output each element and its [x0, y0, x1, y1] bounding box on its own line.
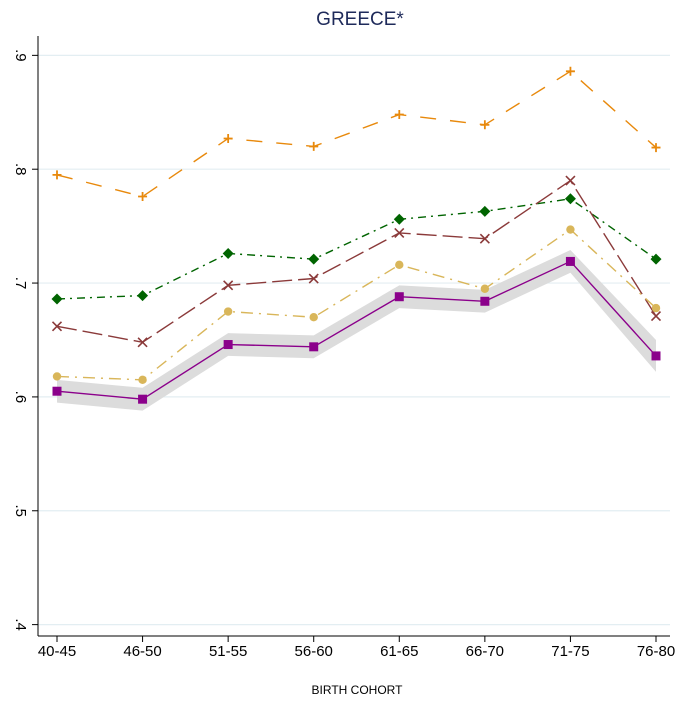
series-line: [56, 179, 657, 344]
marker: [479, 233, 490, 244]
marker: [565, 256, 575, 266]
series-line: [56, 260, 657, 400]
x-tick-label: 46-50: [123, 643, 161, 660]
x-tick-label: 51-55: [209, 643, 247, 660]
marker: [393, 213, 405, 225]
marker: [395, 260, 404, 270]
series-line: [56, 198, 657, 300]
marker: [223, 307, 233, 316]
series-line: [56, 228, 657, 381]
x-tick-label: 61-65: [380, 643, 418, 660]
marker: [651, 351, 661, 361]
marker: [52, 386, 62, 396]
marker: [308, 253, 320, 265]
confidence-band: [57, 250, 656, 411]
marker: [223, 340, 233, 350]
marker: [564, 193, 576, 205]
marker: [222, 247, 234, 259]
y-tick-label: .7: [12, 277, 29, 290]
marker: [394, 227, 405, 239]
marker: [138, 192, 148, 202]
marker: [223, 280, 234, 291]
marker: [480, 120, 490, 130]
marker: [651, 143, 661, 153]
marker: [308, 273, 319, 284]
marker: [480, 284, 490, 293]
marker: [309, 313, 318, 322]
series-line: [56, 70, 657, 198]
y-tick-label: .5: [12, 505, 29, 518]
marker: [51, 293, 63, 305]
marker: [138, 394, 148, 404]
marker: [650, 253, 662, 265]
x-tick-label: 40-45: [38, 643, 76, 660]
y-tick-label: .4: [12, 618, 29, 631]
marker: [137, 337, 148, 348]
marker: [52, 372, 62, 381]
x-axis-label: BIRTH COHORT: [312, 683, 404, 697]
x-tick-label: 76-80: [637, 643, 675, 660]
x-tick-label: 56-60: [295, 643, 333, 660]
marker: [394, 110, 404, 120]
y-tick-label: .6: [12, 391, 29, 404]
marker: [394, 292, 404, 302]
marker: [479, 205, 491, 217]
y-tick-label: .9: [12, 49, 29, 62]
y-tick-label: .8: [12, 163, 29, 176]
marker: [650, 311, 662, 322]
marker: [309, 342, 319, 352]
marker: [566, 225, 575, 234]
marker: [651, 303, 661, 313]
marker: [137, 290, 149, 302]
marker: [480, 296, 490, 306]
marker: [52, 170, 62, 180]
marker: [223, 133, 233, 143]
chart-title: GREECE*: [316, 9, 404, 30]
marker: [565, 175, 576, 186]
x-tick-label: 66-70: [466, 643, 504, 660]
marker: [565, 66, 575, 76]
marker: [51, 321, 63, 332]
x-tick-label: 71-75: [551, 643, 589, 660]
marker: [138, 375, 147, 385]
marker: [309, 141, 319, 151]
